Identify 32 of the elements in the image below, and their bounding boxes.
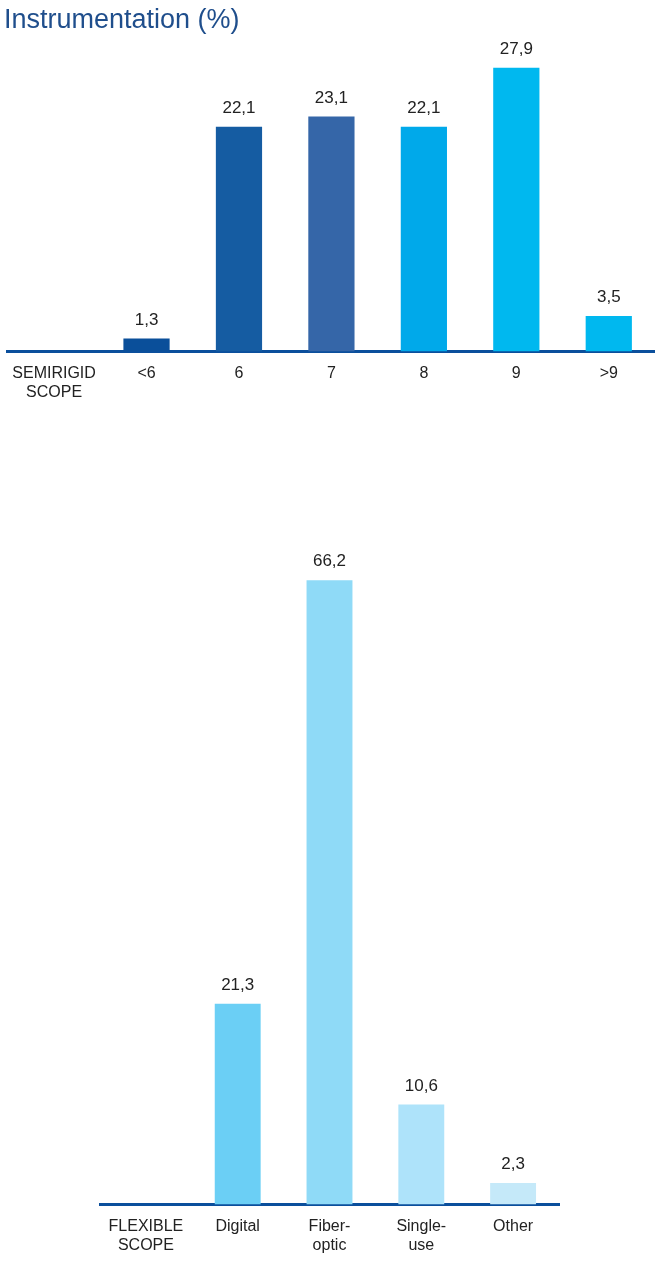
bar (400, 126, 447, 352)
data-label: 2,3 (501, 1154, 525, 1174)
chart-title: Instrumentation (%) (4, 3, 240, 34)
data-label: 27,9 (499, 38, 533, 58)
x-tick-label: FLEXIBLE SCOPE (108, 1216, 184, 1253)
bar (490, 1182, 537, 1205)
x-tick-label: SEMIRIGID SCOPE (12, 363, 96, 400)
data-label: 66,2 (312, 551, 347, 571)
x-tick-label: <6 (137, 363, 156, 381)
bar (308, 116, 355, 352)
x-tick-label: 7 (326, 363, 336, 381)
x-tick-label: Single-use (396, 1216, 447, 1253)
data-label: 21,3 (221, 974, 255, 994)
bar (214, 1003, 261, 1205)
bar (585, 315, 632, 352)
data-label: 1,3 (134, 309, 159, 329)
x-tick-label: >9 (599, 363, 618, 381)
bar (398, 1104, 445, 1205)
x-tick-label: 6 (234, 363, 244, 381)
x-tick-label: 9 (511, 363, 521, 381)
x-tick-label: Other (493, 1216, 534, 1234)
bar (215, 126, 263, 352)
data-label: 10,6 (404, 1075, 438, 1095)
data-label: 22,1 (407, 97, 441, 117)
bar (493, 67, 540, 352)
bar (306, 580, 353, 1205)
data-label: 22,1 (222, 97, 256, 117)
data-label: 23,1 (314, 87, 348, 107)
x-tick-label: Digital (215, 1216, 260, 1234)
data-label: 3,5 (596, 287, 621, 307)
x-tick-label: 8 (419, 363, 429, 381)
x-tick-label: Fiber-optic (308, 1216, 351, 1253)
